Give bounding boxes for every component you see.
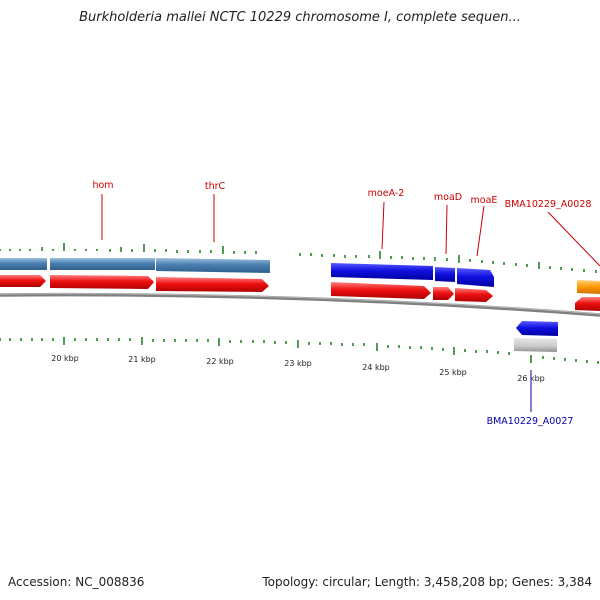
cds-red-thrC[interactable] — [156, 277, 269, 292]
gene-steelblue-1[interactable] — [0, 258, 47, 270]
gene-blue-moaD[interactable] — [435, 267, 455, 282]
cds-red-hom[interactable] — [50, 275, 154, 289]
accession-text: Accession: NC_008836 — [8, 575, 145, 589]
feature-gray-A0027[interactable] — [514, 338, 557, 352]
cds-red-moaE[interactable] — [455, 288, 493, 302]
gene-blue-moeA-2[interactable] — [331, 263, 433, 280]
gene-row-upper-left — [0, 258, 270, 273]
gene-label-A0028[interactable]: BMA10229_A0028 — [505, 199, 592, 210]
gene-label-moaD[interactable]: moaD — [434, 192, 462, 203]
gene-label-hom[interactable]: hom — [92, 180, 113, 191]
map-title: Burkholderia mallei NCTC 10229 chromosom… — [79, 10, 521, 25]
backbone-arc-highlight — [0, 293, 600, 315]
gene-row-upper-right — [331, 263, 494, 287]
cds-row — [0, 275, 600, 311]
gene-label-A0027[interactable]: BMA10229_A0027 — [487, 416, 574, 427]
gene-labels: hom thrC moeA-2 moaD moaE BMA10229_A0028… — [92, 180, 591, 427]
topology-summary: Topology: circular; Length: 3,458,208 bp… — [262, 575, 592, 589]
cds-red-moaD[interactable] — [433, 287, 454, 300]
gene-label-thrC[interactable]: thrC — [205, 181, 226, 192]
gene-steelblue-thrC[interactable] — [156, 258, 270, 273]
scale-labels: 20 kbp 21 kbp 22 kbp 23 kbp 24 kbp 25 kb… — [51, 354, 545, 383]
scale-label: 22 kbp — [206, 357, 234, 366]
scale-label: 24 kbp — [362, 363, 390, 372]
scale-label: 21 kbp — [128, 355, 156, 364]
cds-red-1[interactable] — [0, 275, 46, 287]
cds-red-moeA-2[interactable] — [331, 282, 431, 299]
feature-orange-A0028[interactable] — [577, 280, 600, 294]
scale-label: 20 kbp — [51, 354, 79, 363]
gene-blue-moaE[interactable] — [457, 268, 494, 287]
lower-tick-row — [0, 337, 599, 364]
gene-label-moaE[interactable]: moaE — [471, 195, 498, 206]
scale-label: 25 kbp — [439, 368, 467, 377]
label-leaders — [101, 194, 600, 412]
gene-blue-A0027[interactable] — [516, 321, 558, 336]
scale-label: 23 kbp — [284, 359, 312, 368]
upper-tick-row — [0, 243, 597, 273]
gene-steelblue-hom[interactable] — [50, 258, 155, 270]
gene-label-moeA-2[interactable]: moeA-2 — [368, 188, 405, 199]
backbone-arc — [0, 292, 600, 317]
cds-red-A0028[interactable] — [575, 297, 600, 311]
